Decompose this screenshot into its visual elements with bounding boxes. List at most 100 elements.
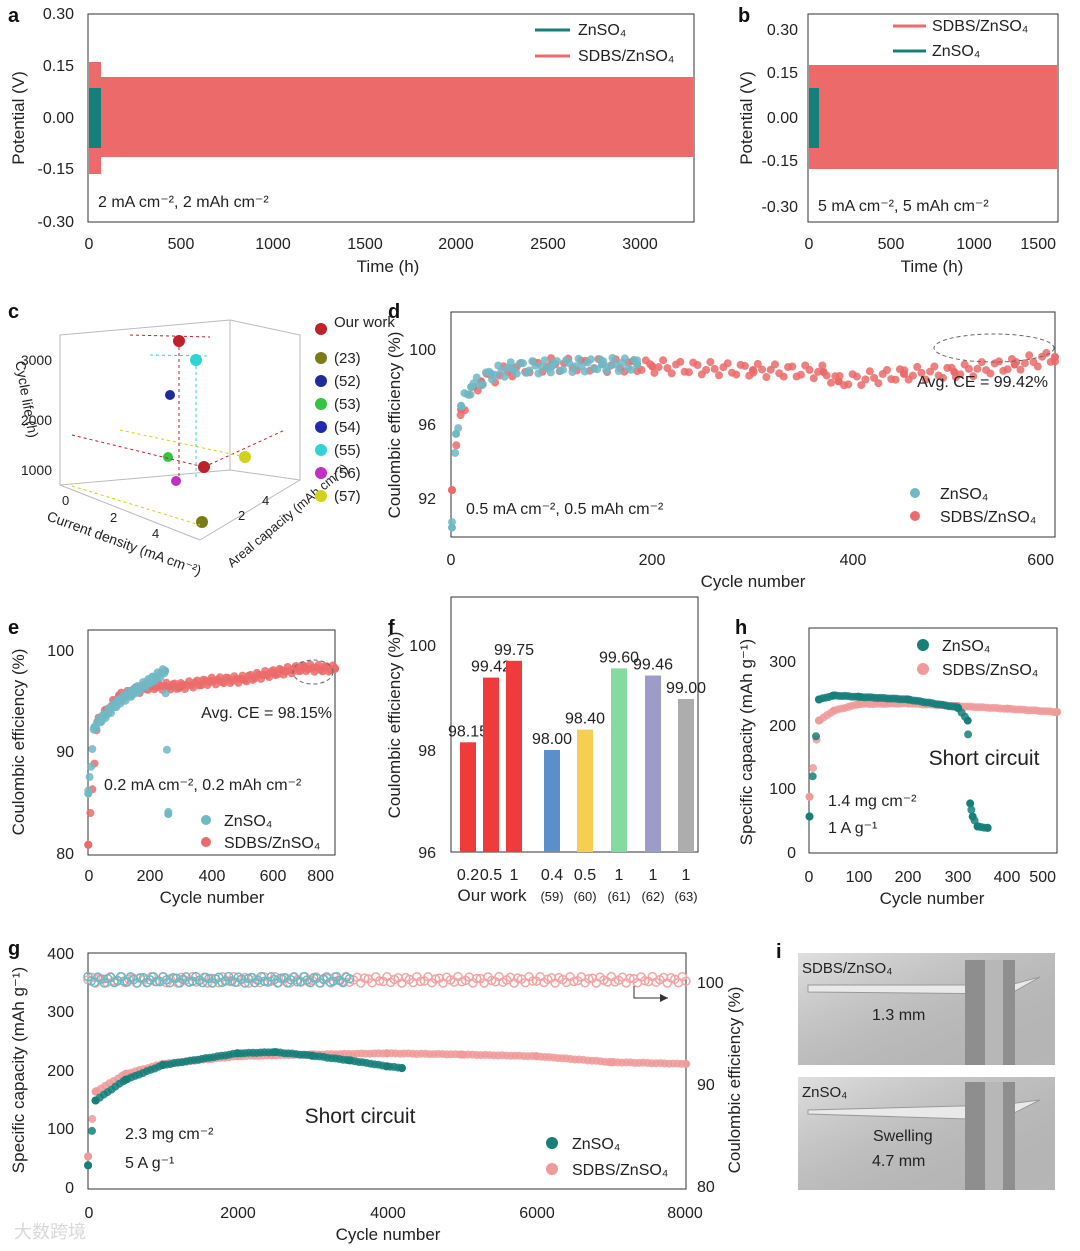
current-density-g: 5 A g⁻¹ [125,1155,174,1172]
ce-point-znso4-g [151,976,162,987]
legend-label-b: SDBS/ZnSO₄ [932,18,1028,35]
xtick-h: 200 [895,869,922,886]
panel-g: g 400 300 200 100 0 100 90 80 0 2000 400… [8,938,744,1244]
data-point-h [967,805,976,814]
data-point-d [1033,362,1042,371]
panel-b: b 0.30 0.15 0.00 -0.15 -0.30 0 500 1000 … [737,5,1059,276]
plot-frame-g [87,952,687,1190]
ce-point-sdbs-g [471,973,482,984]
xtick-b: 0 [805,236,814,253]
data-point-d [788,362,797,371]
ytick-a: -0.30 [38,214,75,231]
legend-marker-c [315,398,327,410]
data-point-d [762,373,771,381]
xtick-c: 4 [152,526,159,541]
ytick-f: 96 [418,845,436,862]
data-point-h [814,716,823,725]
bar-category-label: 1 [615,867,624,884]
data-point-d [766,365,775,374]
ce-point-sdbs-g [359,973,370,983]
data-point-e [87,762,95,771]
data-point-d [586,355,595,364]
xtick-g: 6000 [519,1205,555,1222]
data-point-d [525,366,534,375]
yaxis-title-b: Potential (V) [737,71,756,165]
data-point-h [983,823,992,832]
data-point-d [574,354,583,363]
condition-annotation-b: 5 mA cm⁻², 5 mAh cm⁻² [818,198,989,215]
xtick-d: 600 [1027,552,1054,569]
data-point-d [684,368,693,377]
bar-value-label: 99.60 [599,649,639,666]
ytick-b: 0.00 [767,110,798,127]
legend-label-a: ZnSO₄ [578,22,626,39]
bar-2 [506,660,522,853]
xtick-d: 0 [447,552,456,569]
data-point-d [771,360,779,369]
current-density-h: 1 A g⁻¹ [828,820,877,837]
guide-lines-c [71,334,286,526]
ytick-g: 300 [47,1004,74,1021]
data-point-d [805,365,814,374]
data-point-d [710,364,719,373]
data-point-d [827,378,835,387]
plot-frame-a [87,13,695,223]
data-point-d [627,365,636,374]
photo-label-sdbs: SDBS/ZnSO₄ [802,960,892,977]
data-point-d [723,359,732,368]
series-znso4-band-a [89,88,101,148]
data-point-d [1020,359,1029,368]
data-point-d [478,380,487,389]
data-points-c [163,335,251,528]
legend-marker-g [546,1163,558,1175]
bar-value-label: 99.42 [471,659,511,676]
bar-3 [544,750,560,852]
bar-0 [460,742,476,852]
xtick-h: 400 [994,869,1021,886]
data-point-d [796,370,805,379]
legend-marker-d [910,511,920,521]
data-point-g [84,1152,93,1161]
data-point-d [702,365,711,374]
short-circuit-label-h: Short circuit [929,747,1040,770]
legend-label-c: (52) [334,373,361,390]
data-point-d [900,369,908,378]
bar-category-label: 1 [682,867,691,884]
xtick-e: 400 [199,868,226,885]
data-point-h [966,799,975,808]
xaxis-title-g: Cycle number [336,1225,441,1244]
ce-point-sdbs-g [681,976,691,986]
legend-marker-e [201,815,211,825]
legend-label-c: (55) [334,442,361,459]
panel-d: d 100 96 92 0 200 400 600 Cycle number C… [385,301,1059,591]
data-point-d [834,377,843,386]
data-point-d [497,366,506,375]
short-circuit-label-g: Short circuit [305,1105,416,1128]
data-point-d [559,365,568,374]
data-point-d [758,365,767,374]
avg-ce-e: Avg. CE = 98.15% [201,705,332,722]
ce-point-znso4-g [135,973,146,983]
bar-value-label: 99.00 [666,680,706,697]
data-point-d [571,362,580,371]
legend-label-g: SDBS/ZnSO₄ [572,1162,668,1179]
legend-label-b: ZnSO₄ [932,43,980,60]
data-point-d [977,358,986,367]
data-point-e [207,677,216,686]
data-point-d [605,362,614,371]
marks-e [84,660,339,849]
legend-marker-c [315,352,327,364]
ce-point-sdbs-g [430,974,441,984]
highlight-ellipse-e [292,659,334,685]
point-ref-53 [163,452,173,462]
data-point-d [534,369,543,378]
xtick-a: 1500 [347,236,383,253]
plot-frame-h [808,627,1058,854]
legend-label-c: (23) [334,350,361,367]
data-point-h [968,812,977,821]
y2tick-g: 80 [697,1179,715,1196]
data-point-e [162,745,171,754]
data-point-h [854,700,863,709]
bar-4 [577,729,593,852]
